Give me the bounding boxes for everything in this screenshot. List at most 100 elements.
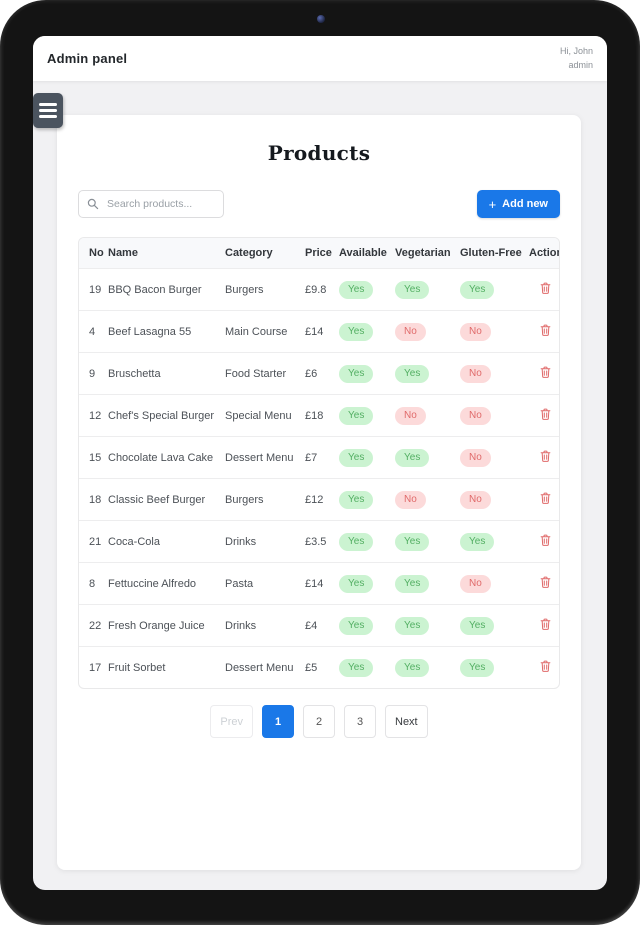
cell-available: Yes <box>336 310 392 353</box>
delete-button[interactable] <box>535 657 556 678</box>
cell-available: Yes <box>336 268 392 311</box>
plus-icon: + <box>488 196 497 212</box>
cell-available: Yes <box>336 394 392 437</box>
cell-category: Main Course <box>222 310 302 353</box>
cell-no: 21 <box>79 520 105 563</box>
table-row: 18 Classic Beef Burger Burgers £12 Yes N… <box>79 478 559 521</box>
cell-glutenfree: No <box>457 562 526 605</box>
cell-no: 9 <box>79 352 105 395</box>
pagination-page-1-button[interactable]: 1 <box>262 705 294 738</box>
products-table: No Name Category Price Available Vegetar… <box>78 237 560 689</box>
screen: Admin panel Hi, John admin Products <box>33 36 607 890</box>
delete-button[interactable] <box>535 531 556 552</box>
gluten-free-badge: No <box>460 490 491 509</box>
toolbar: + Add new <box>78 190 560 218</box>
cell-actions <box>526 478 559 521</box>
menu-button[interactable] <box>33 93 63 128</box>
gluten-free-badge: Yes <box>460 280 495 299</box>
pagination-next-button[interactable]: Next <box>385 705 428 738</box>
cell-vegetarian: Yes <box>392 520 457 563</box>
cell-vegetarian: Yes <box>392 352 457 395</box>
delete-button[interactable] <box>535 573 556 594</box>
cell-actions <box>526 520 559 563</box>
cell-vegetarian: Yes <box>392 562 457 605</box>
cell-price: £7 <box>302 436 336 479</box>
cell-actions <box>526 604 559 647</box>
cell-vegetarian: Yes <box>392 268 457 311</box>
table-row: 9 Bruschetta Food Starter £6 Yes Yes No <box>79 352 559 395</box>
vegetarian-badge: No <box>395 406 426 425</box>
cell-no: 8 <box>79 562 105 605</box>
search-icon <box>87 198 99 210</box>
cell-actions <box>526 310 559 353</box>
vegetarian-badge: Yes <box>395 448 430 467</box>
available-badge: Yes <box>339 280 374 299</box>
cell-available: Yes <box>336 562 392 605</box>
cell-vegetarian: No <box>392 394 457 437</box>
vegetarian-badge: Yes <box>395 616 430 635</box>
pagination-page-2-button[interactable]: 2 <box>303 705 335 738</box>
cell-name: Fruit Sorbet <box>105 646 222 688</box>
front-camera-icon <box>317 15 325 23</box>
trash-icon <box>540 408 551 420</box>
pagination-page-3-button[interactable]: 3 <box>344 705 376 738</box>
cell-vegetarian: No <box>392 478 457 521</box>
app-title: Admin panel <box>47 51 128 66</box>
available-badge: Yes <box>339 616 374 635</box>
delete-button[interactable] <box>535 447 556 468</box>
cell-category: Drinks <box>222 604 302 647</box>
cell-actions <box>526 562 559 605</box>
table-row: 21 Coca-Cola Drinks £3.5 Yes Yes Yes <box>79 520 559 563</box>
cell-vegetarian: Yes <box>392 436 457 479</box>
available-badge: Yes <box>339 658 374 677</box>
available-badge: Yes <box>339 490 374 509</box>
table-row: 12 Chef's Special Burger Special Menu £1… <box>79 394 559 437</box>
trash-icon <box>540 450 551 462</box>
table-body: 19 BBQ Bacon Burger Burgers £9.8 Yes Yes… <box>79 268 559 688</box>
cell-price: £14 <box>302 562 336 605</box>
cell-glutenfree: No <box>457 394 526 437</box>
gluten-free-badge: No <box>460 322 491 341</box>
delete-button[interactable] <box>535 279 556 300</box>
cell-price: £9.8 <box>302 268 336 311</box>
cell-category: Burgers <box>222 478 302 521</box>
cell-name: Fettuccine Alfredo <box>105 562 222 605</box>
column-header-price: Price <box>302 238 336 269</box>
delete-button[interactable] <box>535 489 556 510</box>
cell-available: Yes <box>336 604 392 647</box>
table-row: 17 Fruit Sorbet Dessert Menu £5 Yes Yes … <box>79 646 559 688</box>
vegetarian-badge: Yes <box>395 532 430 551</box>
available-badge: Yes <box>339 406 374 425</box>
cell-category: Burgers <box>222 268 302 311</box>
delete-button[interactable] <box>535 405 556 426</box>
app-header: Admin panel Hi, John admin <box>33 36 607 81</box>
cell-glutenfree: No <box>457 352 526 395</box>
trash-icon <box>540 492 551 504</box>
vegetarian-badge: Yes <box>395 280 430 299</box>
cell-name: Chocolate Lava Cake <box>105 436 222 479</box>
delete-button[interactable] <box>535 321 556 342</box>
cell-name: Coca-Cola <box>105 520 222 563</box>
user-greeting: Hi, John admin <box>560 45 593 73</box>
available-badge: Yes <box>339 364 374 383</box>
search-input[interactable] <box>105 197 215 211</box>
column-header-name: Name <box>105 238 222 269</box>
vegetarian-badge: No <box>395 322 426 341</box>
table-row: 4 Beef Lasagna 55 Main Course £14 Yes No… <box>79 310 559 353</box>
cell-category: Drinks <box>222 520 302 563</box>
greeting-role: admin <box>568 59 593 70</box>
cell-actions <box>526 268 559 311</box>
trash-icon <box>540 366 551 378</box>
delete-button[interactable] <box>535 363 556 384</box>
cell-category: Dessert Menu <box>222 436 302 479</box>
column-header-no: No <box>79 238 105 269</box>
column-header-actions: Actions <box>526 238 559 269</box>
cell-no: 22 <box>79 604 105 647</box>
delete-button[interactable] <box>535 615 556 636</box>
table-row: 19 BBQ Bacon Burger Burgers £9.8 Yes Yes… <box>79 268 559 311</box>
cell-actions <box>526 394 559 437</box>
add-new-button[interactable]: + Add new <box>476 190 560 218</box>
cell-glutenfree: Yes <box>457 646 526 688</box>
pagination-prev-button[interactable]: Prev <box>210 705 253 738</box>
gluten-free-badge: Yes <box>460 658 495 677</box>
